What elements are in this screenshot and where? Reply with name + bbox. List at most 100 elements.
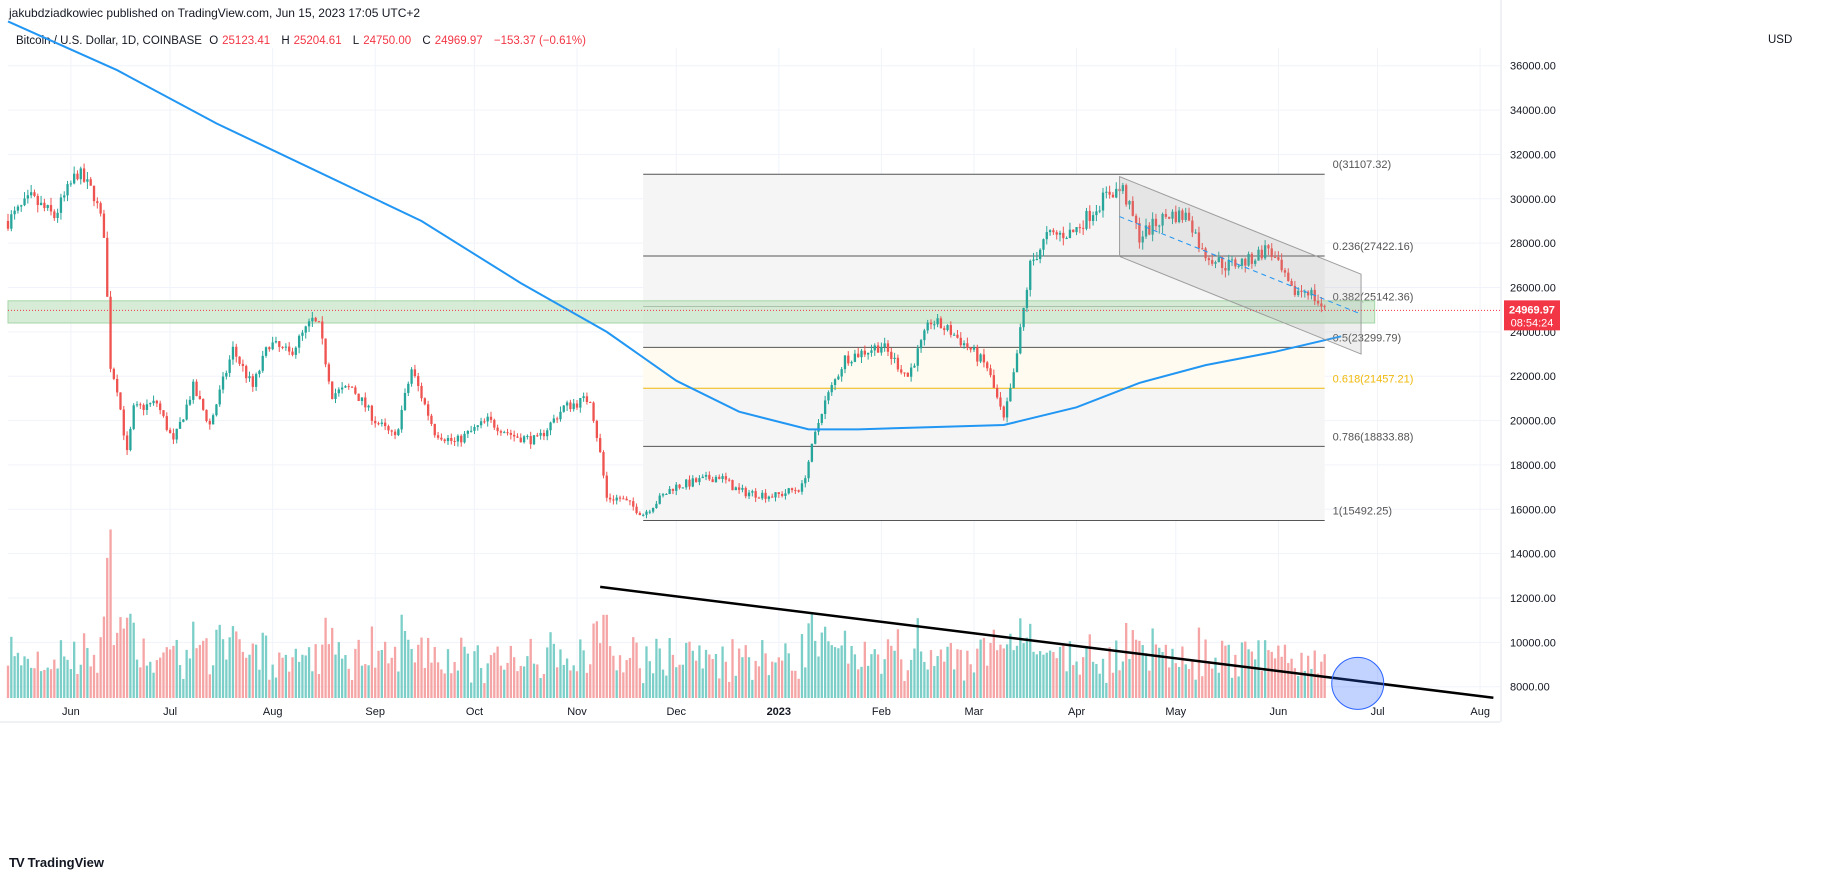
candle-body — [344, 386, 347, 388]
candle-body — [1029, 260, 1032, 290]
candle-body — [202, 398, 205, 410]
candle-body — [1058, 232, 1062, 235]
candle-body — [185, 404, 188, 420]
candle-body — [493, 419, 496, 428]
volume-bar — [159, 657, 162, 698]
volume-bar — [714, 653, 718, 698]
candle-body — [188, 399, 192, 405]
candle-body — [986, 362, 989, 369]
candle-body — [33, 192, 36, 196]
volume-bar — [800, 634, 804, 698]
candle-body — [1062, 232, 1065, 239]
volume-bar — [73, 641, 76, 698]
last-price-countdown: 08:54:24 — [1511, 317, 1554, 329]
candle-body — [1045, 232, 1048, 240]
candle-body — [1091, 215, 1095, 221]
volume-bar — [1184, 664, 1187, 698]
candle-body — [780, 493, 784, 496]
fib-level-label: 1(15492.25) — [1333, 506, 1392, 518]
candle-body — [102, 213, 106, 238]
candle-body — [1171, 211, 1174, 219]
candle-body — [923, 330, 926, 341]
volume-bar — [896, 629, 900, 698]
candle-body — [304, 326, 307, 333]
candle-body — [503, 432, 506, 434]
volume-bar — [321, 644, 324, 698]
candle-body — [883, 343, 886, 348]
volume-bar — [685, 642, 688, 698]
volume-bar — [1194, 679, 1197, 698]
volume-bar — [430, 662, 433, 698]
volume-bar — [109, 529, 112, 698]
candle-body — [565, 402, 569, 406]
volume-bar — [721, 646, 724, 698]
volume-bar — [1005, 644, 1009, 698]
symbol-name[interactable]: Bitcoin / U.S. Dollar, 1D, COINBASE — [16, 35, 202, 47]
volume-bar — [529, 638, 532, 698]
volume-bar — [625, 660, 628, 698]
volume-bar — [1032, 651, 1035, 698]
volume-bar — [906, 670, 909, 698]
volume-bar — [264, 635, 268, 698]
volume-bar — [476, 645, 479, 698]
candle-body — [469, 430, 473, 432]
volume-bar — [1230, 677, 1234, 698]
volume-bar — [334, 654, 337, 698]
fibonacci-retracement: 0(31107.32)0.236(27422.16)0.382(25142.36… — [643, 159, 1413, 522]
volume-bar — [10, 636, 13, 698]
volume-bar — [843, 630, 847, 698]
candle-body — [1224, 268, 1227, 271]
candle-body — [1270, 248, 1273, 257]
candle-body — [519, 437, 522, 443]
volume-bar — [718, 678, 721, 698]
volume-bar — [506, 662, 509, 698]
volume-bar — [642, 683, 645, 698]
candle-body — [1002, 406, 1005, 418]
candle-body — [873, 345, 876, 351]
candle-body — [880, 347, 883, 353]
volume-bar — [248, 654, 251, 698]
candle-body — [747, 492, 751, 497]
candle-body — [1168, 216, 1171, 219]
volume-bar — [655, 638, 658, 698]
candle-body — [211, 415, 215, 425]
publisher-line: jakubdziadkowiec published on TradingVie… — [9, 6, 421, 20]
candle-body — [694, 478, 698, 483]
candle-body — [1111, 194, 1115, 198]
candle-body — [532, 435, 536, 445]
candle-body — [1131, 201, 1134, 216]
volume-bar — [20, 665, 23, 698]
candle-body — [688, 479, 691, 487]
candle-body — [850, 361, 853, 364]
candle-body — [843, 355, 847, 370]
volume-bar — [284, 654, 288, 698]
volume-bar — [440, 669, 443, 698]
tradingview-logo[interactable]: TV TradingView — [9, 855, 104, 870]
candle-body — [847, 355, 850, 364]
volume-bar — [1091, 661, 1095, 698]
volume-bar — [1029, 623, 1032, 698]
volume-bar — [999, 644, 1002, 698]
volume-bar — [635, 642, 638, 698]
volume-bar — [433, 646, 436, 698]
candle-body — [718, 476, 721, 479]
volume-bar — [129, 613, 132, 698]
open-value: 25123.41 — [222, 35, 271, 47]
candle-body — [1138, 222, 1141, 243]
volume-bar — [1058, 646, 1062, 698]
volume-bar — [205, 638, 208, 698]
candle-body — [509, 432, 513, 435]
candle-body — [1085, 210, 1088, 229]
volume-bar — [1250, 651, 1254, 698]
volume-bar — [294, 648, 297, 698]
volume-bar — [866, 665, 870, 698]
volume-bar — [651, 673, 655, 698]
volume-bar — [1290, 658, 1293, 698]
candle-body — [23, 198, 26, 206]
volume-bar — [331, 627, 334, 698]
volume-bar — [589, 664, 592, 698]
candle-body — [109, 296, 112, 369]
candle-body — [473, 426, 476, 431]
candle-body — [800, 483, 804, 492]
